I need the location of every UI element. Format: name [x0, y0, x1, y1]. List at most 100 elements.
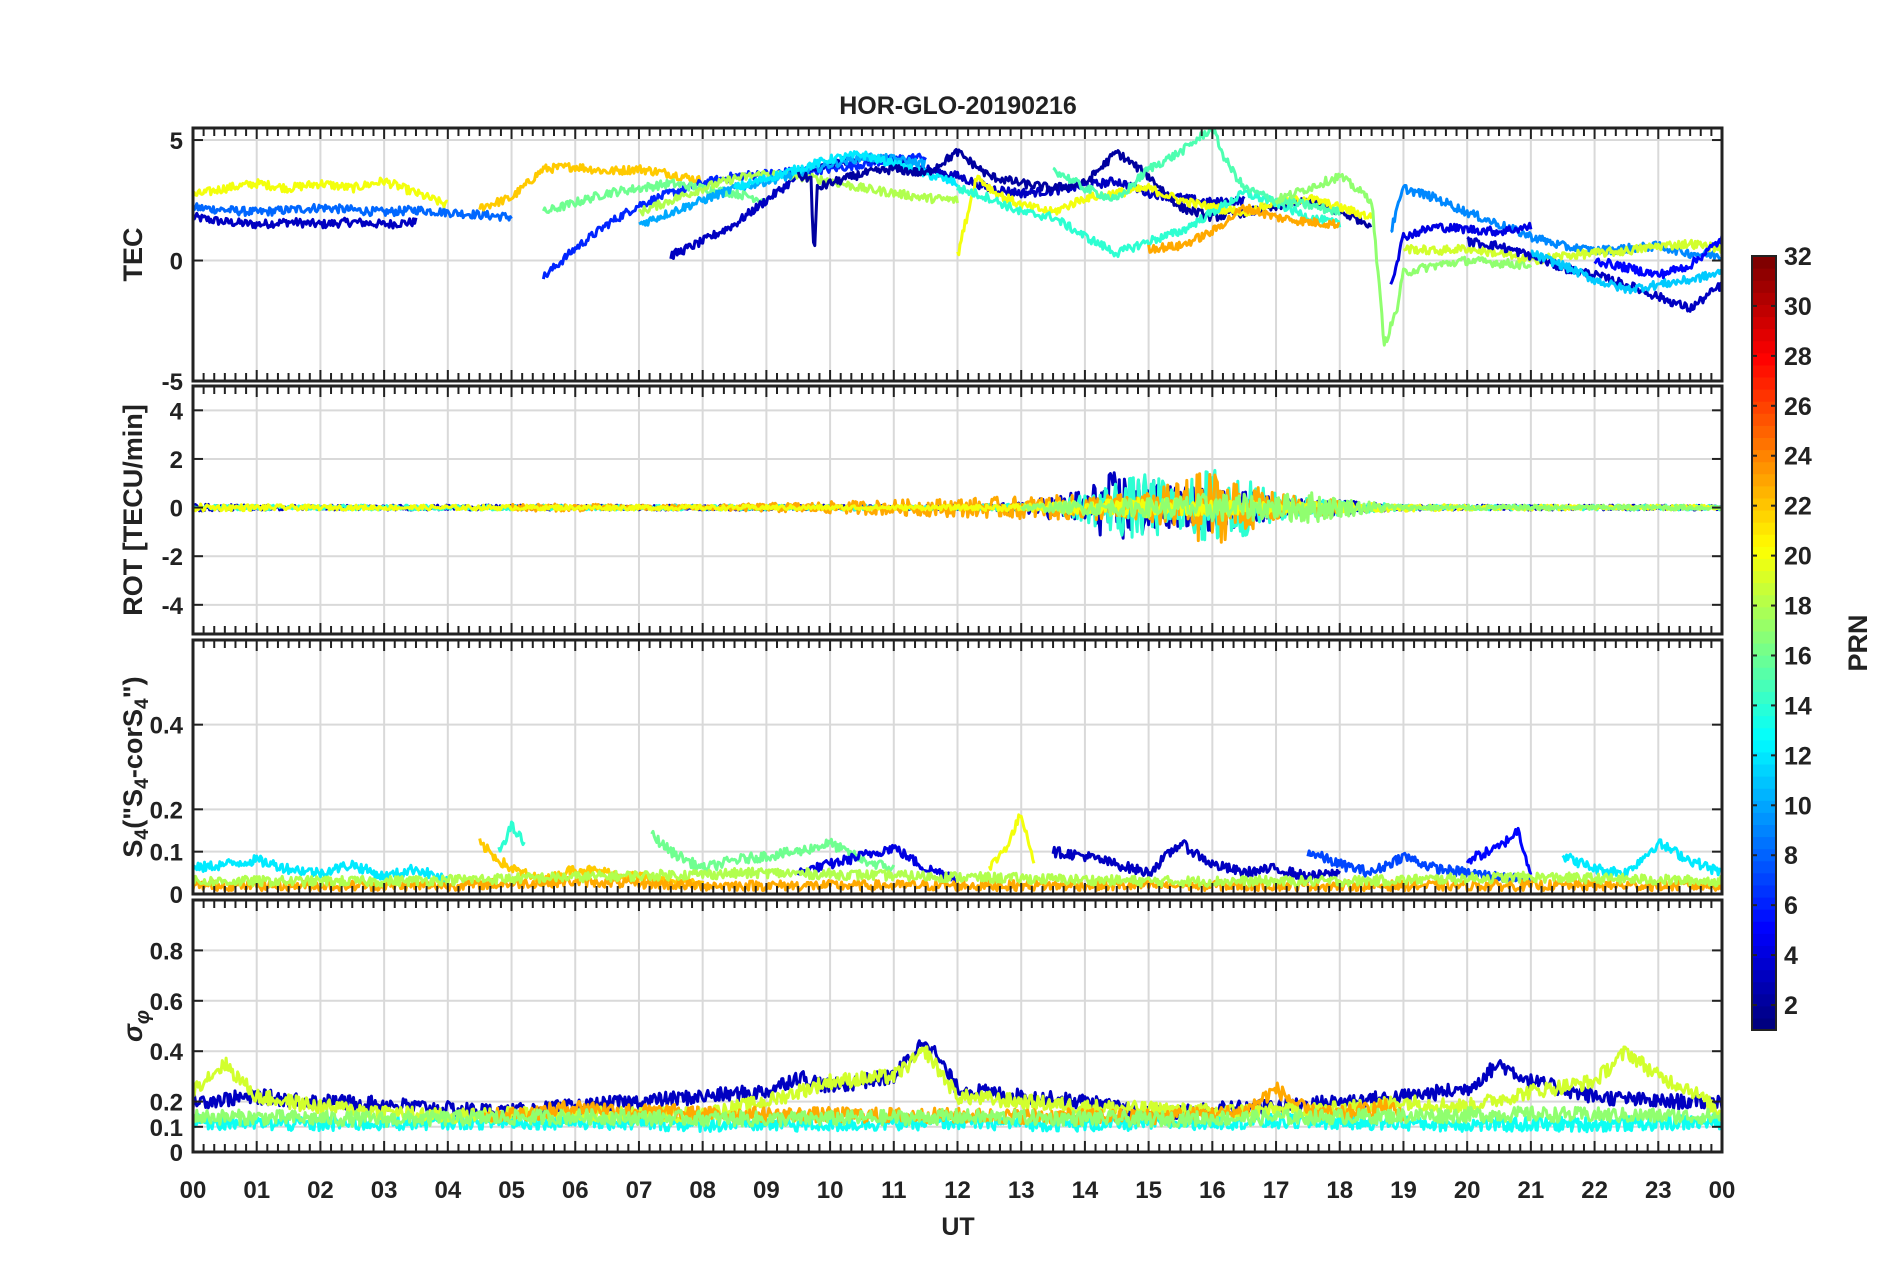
colorbar-swatch [1752, 328, 1776, 342]
series-line-prn-16 [650, 829, 896, 874]
colorbar-swatch [1752, 522, 1776, 535]
colorbar-swatch [1752, 824, 1776, 838]
colorbar-tick-label: 20 [1784, 543, 1812, 571]
colorbar-swatch [1752, 921, 1776, 934]
colorbar-tick-label: 26 [1784, 393, 1812, 421]
colorbar-swatch [1752, 280, 1776, 293]
x-tick-label: 09 [753, 1177, 780, 1204]
colorbar-tick-label: 24 [1784, 443, 1812, 471]
colorbar-swatch [1752, 546, 1776, 559]
colorbar-swatch [1752, 461, 1776, 475]
series-line-prn-16 [542, 178, 768, 214]
series-line-prn-9 [1389, 184, 1722, 261]
series-line-prn-4 [1389, 221, 1533, 285]
colorbar-swatch [1752, 969, 1776, 983]
colorbar-swatch [1752, 655, 1776, 668]
colorbar-swatch [1752, 304, 1776, 318]
colorbar-swatch [1752, 449, 1776, 463]
x-tick-label: 23 [1645, 1177, 1672, 1204]
series-line-prn-17 [193, 1105, 1722, 1128]
x-tick-label: 05 [498, 1177, 525, 1204]
x-tick-label: 20 [1454, 1177, 1481, 1204]
series-line-prn-3 [193, 211, 418, 230]
colorbar-swatch [1752, 763, 1776, 777]
colorbar-tick-label: 2 [1784, 992, 1798, 1020]
y-ticks: -4 -2 0 2 4 [162, 398, 1722, 620]
x-tick-label: 13 [1008, 1177, 1035, 1204]
colorbar-swatch [1752, 667, 1776, 680]
colorbar-tick-label: 12 [1784, 742, 1812, 770]
series-line-prn-3 [669, 152, 1246, 260]
colorbar-swatch [1752, 836, 1776, 850]
y-tick-label: 0.2 [150, 1090, 183, 1117]
y-axis-label-rot: ROT [TECU/min] [118, 404, 148, 615]
y-tick-label: 5 [170, 128, 183, 155]
colorbar-tick-label: 30 [1784, 293, 1812, 321]
colorbar-tick-label: 22 [1784, 493, 1812, 521]
x-tick-label: 11 [881, 1177, 906, 1204]
y-tick-label: 0.6 [150, 989, 183, 1016]
y-tick-label: 4 [170, 398, 184, 425]
y-tick-label: 0 [170, 1140, 183, 1167]
x-tick-label: 19 [1390, 1177, 1417, 1204]
panel-frame [191, 638, 1724, 896]
y-ticks: 0 0.1 0.2 0.4 [150, 713, 1722, 909]
series-group [193, 128, 1722, 347]
colorbar-swatch [1752, 933, 1776, 946]
chart-title: HOR-GLO-20190216 [839, 92, 1077, 120]
colorbar-tick-label: 14 [1784, 692, 1812, 720]
series-line-prn-8 [193, 202, 513, 222]
y-axis-label-s4: S4 ("S4 -corS4 ") [118, 676, 153, 857]
colorbar-label: PRN [1843, 614, 1873, 671]
colorbar-swatch [1752, 691, 1776, 705]
colorbar-swatch [1752, 364, 1776, 378]
colorbar-swatch [1752, 256, 1776, 269]
y-tick-label: 0.1 [150, 1115, 183, 1142]
colorbar-swatch [1752, 473, 1776, 487]
colorbar-swatch [1752, 981, 1776, 995]
colorbar-swatch [1752, 679, 1776, 692]
x-tick-label: 15 [1135, 1177, 1162, 1204]
colorbar-swatch [1752, 909, 1776, 922]
colorbar-swatch [1752, 509, 1776, 523]
y-tick-label: -5 [162, 369, 183, 396]
y-tick-label: 2 [170, 447, 183, 474]
colorbar-swatch [1752, 993, 1776, 1007]
colorbar-swatch [1752, 437, 1776, 451]
colorbar-frame [1751, 255, 1777, 1031]
y-tick-label: 0.2 [150, 797, 183, 824]
colorbar-swatch [1752, 884, 1776, 898]
colorbar-swatch [1752, 643, 1776, 656]
colorbar-swatch [1752, 1017, 1776, 1031]
x-tick-label: 16 [1199, 1177, 1226, 1204]
x-tick-label: 14 [1072, 1177, 1099, 1204]
colorbar-swatch [1752, 618, 1776, 632]
y-ticks: 00.10.2 0.4 0.6 0.8 [150, 938, 1722, 1167]
colorbar-swatch [1752, 872, 1776, 886]
series-line-prn-5 [1593, 235, 1722, 280]
colorbar-swatch [1752, 413, 1776, 426]
x-axis: 00 01 02 03 04 05 06 07 08 09 10 11 12 13 14 15 16 17 18 19… [180, 1177, 1736, 1204]
colorbar-swatch [1752, 352, 1776, 366]
colorbar-swatch [1752, 776, 1776, 789]
series-line-prn-14 [497, 820, 526, 853]
colorbar-swatch [1752, 727, 1776, 741]
x-tick-label: 03 [371, 1177, 398, 1204]
y-axis-label-sigma-phi: σφ [118, 1010, 154, 1042]
x-tick-label: 00 [180, 1177, 207, 1204]
colorbar-swatch [1752, 606, 1776, 620]
x-tick-label: 06 [562, 1177, 589, 1204]
panel-frame [191, 898, 1724, 1154]
colorbar-swatch [1752, 497, 1776, 511]
x-tick-label: 17 [1263, 1177, 1290, 1204]
colorbar-swatch [1752, 268, 1776, 281]
x-tick-label: 12 [944, 1177, 971, 1204]
colorbar-swatch [1752, 1005, 1776, 1019]
grid [192, 386, 1723, 634]
series-group [193, 1039, 1722, 1134]
colorbar-tick-label: 6 [1784, 892, 1798, 920]
series-line-prn-20 [193, 176, 449, 209]
series-line-prn-17 [1274, 172, 1533, 347]
panel-s4: 0 0.1 0.2 0.4S4 ("S4 -corS4 ") [118, 638, 1724, 909]
colorbar-swatch [1752, 425, 1776, 438]
